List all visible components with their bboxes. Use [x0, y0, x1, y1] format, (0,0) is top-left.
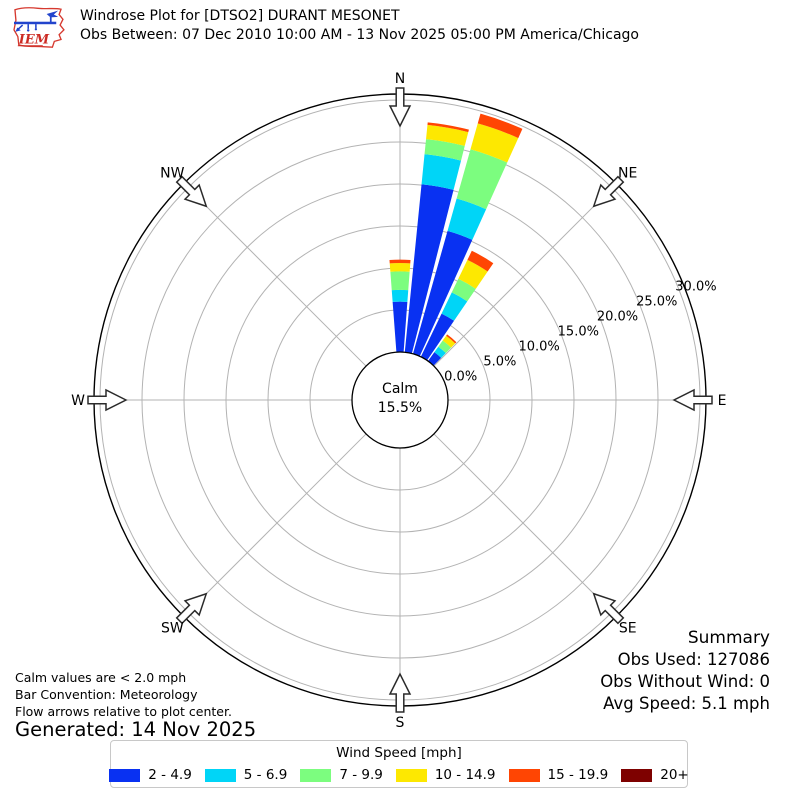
legend-label: 5 - 6.9	[243, 767, 288, 783]
generated-date: Generated: 14 Nov 2025	[15, 718, 257, 741]
windrose-bar-segment	[392, 301, 408, 353]
windrose-bar-segment	[426, 124, 469, 146]
windrose-bar-segment	[458, 259, 488, 289]
legend-item-0: 2 - 4.9	[109, 767, 192, 783]
windrose-bar-segment	[442, 335, 456, 348]
windrose-bar-segment	[477, 113, 523, 139]
summary-block: Summary Obs Used: 127086 Obs Without Win…	[600, 627, 770, 715]
wind-speed-legend: Wind Speed [mph] 2 - 4.9 5 - 6.9 7 - 9.9…	[109, 740, 689, 788]
grid-spoke	[183, 183, 367, 367]
legend-swatch-icon	[508, 768, 540, 782]
legend-title: Wind Speed [mph]	[336, 745, 462, 761]
compass-label-nw: NW	[160, 165, 184, 181]
windrose-bar-segment	[441, 292, 468, 321]
windrose-bar-segment	[467, 250, 494, 272]
ring-label: 20.0%	[597, 310, 638, 325]
windrose-bar-segment	[434, 346, 446, 358]
calm-note: Calm values are < 2.0 mph	[15, 670, 187, 685]
flow-arrow-nw	[175, 175, 208, 208]
windrose-bar-segment	[412, 230, 473, 357]
legend-item-4: 15 - 19.9	[508, 767, 609, 783]
summary-obs-used: Obs Used: 127086	[617, 650, 770, 669]
flow-arrow-s	[388, 672, 412, 713]
windrose-bar-segment	[446, 334, 457, 344]
legend-row: 2 - 4.9 5 - 6.9 7 - 9.9 10 - 14.9 15 - 1…	[109, 767, 689, 783]
windrose-bar-segment	[389, 262, 411, 272]
ring-label: 5.0%	[483, 355, 516, 370]
flow-arrow-n	[388, 87, 412, 128]
legend-item-5: 20+	[621, 767, 689, 783]
legend-swatch-icon	[395, 768, 427, 782]
ring-label: 0.0%	[444, 370, 477, 385]
windrose-bar-segment	[427, 122, 469, 133]
flow-arrow-e	[672, 388, 713, 412]
calm-label: Calm	[382, 381, 418, 397]
flow-arrows-note: Flow arrows relative to plot center.	[15, 704, 232, 719]
windrose-bar-segment	[470, 123, 519, 163]
legend-item-3: 10 - 14.9	[395, 767, 496, 783]
compass-label-w: W	[71, 393, 85, 409]
plot-title: Windrose Plot for [DTSO2] DURANT MESONET	[80, 8, 400, 24]
grid-spoke	[183, 433, 367, 617]
ring-label: 15.0%	[558, 325, 599, 340]
compass-label-se: SE	[619, 621, 637, 637]
windrose-bar-segment	[451, 278, 476, 302]
legend-label: 10 - 14.9	[434, 767, 496, 783]
bar-convention-note: Bar Convention: Meteorology	[15, 687, 198, 702]
windrose-bar-segment	[428, 352, 442, 366]
windrose-bar-segment	[404, 184, 454, 354]
legend-item-2: 7 - 9.9	[300, 767, 383, 783]
legend-swatch-icon	[204, 768, 236, 782]
windrose-bar-segment	[391, 289, 409, 302]
compass-label-e: E	[718, 393, 727, 409]
compass-label-ne: NE	[618, 165, 637, 181]
iem-logo-text: IEM	[18, 32, 50, 47]
legend-swatch-icon	[109, 768, 141, 782]
windrose-bar-segment	[389, 259, 411, 264]
calm-circle	[351, 351, 449, 449]
legend-item-1: 5 - 6.9	[204, 767, 288, 783]
summary-avg-speed: Avg Speed: 5.1 mph	[603, 694, 770, 713]
legend-swatch-icon	[300, 768, 332, 782]
flow-arrow-se	[592, 592, 625, 625]
flow-arrow-ne	[592, 175, 625, 208]
legend-swatch-icon	[621, 768, 653, 782]
windrose-bar-segment	[447, 198, 487, 240]
flow-arrow-w	[87, 388, 128, 412]
compass-label-n: N	[395, 71, 405, 87]
legend-label: 2 - 4.9	[148, 767, 192, 783]
iem-logo: IEM	[13, 7, 65, 48]
windrose-bar-segment	[420, 313, 455, 361]
summary-title: Summary	[687, 628, 770, 648]
windrose-bar-segment	[421, 154, 462, 190]
windrose-bar-segment	[438, 340, 452, 354]
grid-spoke	[433, 183, 617, 367]
compass-label-sw: SW	[161, 621, 184, 637]
windrose-bar-segment	[456, 149, 508, 210]
weather-station-icon	[14, 10, 59, 32]
calm-percent: 15.5%	[378, 400, 422, 416]
legend-label: 7 - 9.9	[339, 767, 383, 783]
ring-label: 30.0%	[675, 279, 716, 294]
plot-header: Windrose Plot for [DTSO2] DURANT MESONET…	[80, 7, 639, 45]
summary-obs-without-wind: Obs Without Wind: 0	[600, 672, 770, 691]
ring-label: 10.0%	[518, 340, 559, 355]
legend-label: 15 - 19.9	[547, 767, 609, 783]
grid-spoke	[433, 433, 617, 617]
flow-arrow-sw	[175, 592, 208, 625]
legend-label: 20+	[660, 767, 689, 783]
footnotes: Calm values are < 2.0 mph Bar Convention…	[15, 669, 257, 741]
ring-label: 25.0%	[636, 294, 677, 309]
windrose-bar-segment	[390, 271, 410, 291]
windrose-bar-segment	[424, 139, 465, 161]
plot-subtitle: Obs Between: 07 Dec 2010 10:00 AM - 13 N…	[80, 27, 639, 43]
compass-label-s: S	[396, 715, 405, 731]
